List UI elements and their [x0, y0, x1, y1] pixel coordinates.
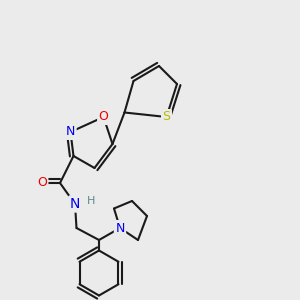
Text: S: S — [163, 110, 170, 124]
Text: N: N — [70, 197, 80, 211]
Text: O: O — [37, 176, 47, 190]
Text: H: H — [87, 196, 96, 206]
Text: N: N — [115, 221, 125, 235]
Text: O: O — [99, 110, 108, 124]
Text: N: N — [66, 125, 75, 139]
